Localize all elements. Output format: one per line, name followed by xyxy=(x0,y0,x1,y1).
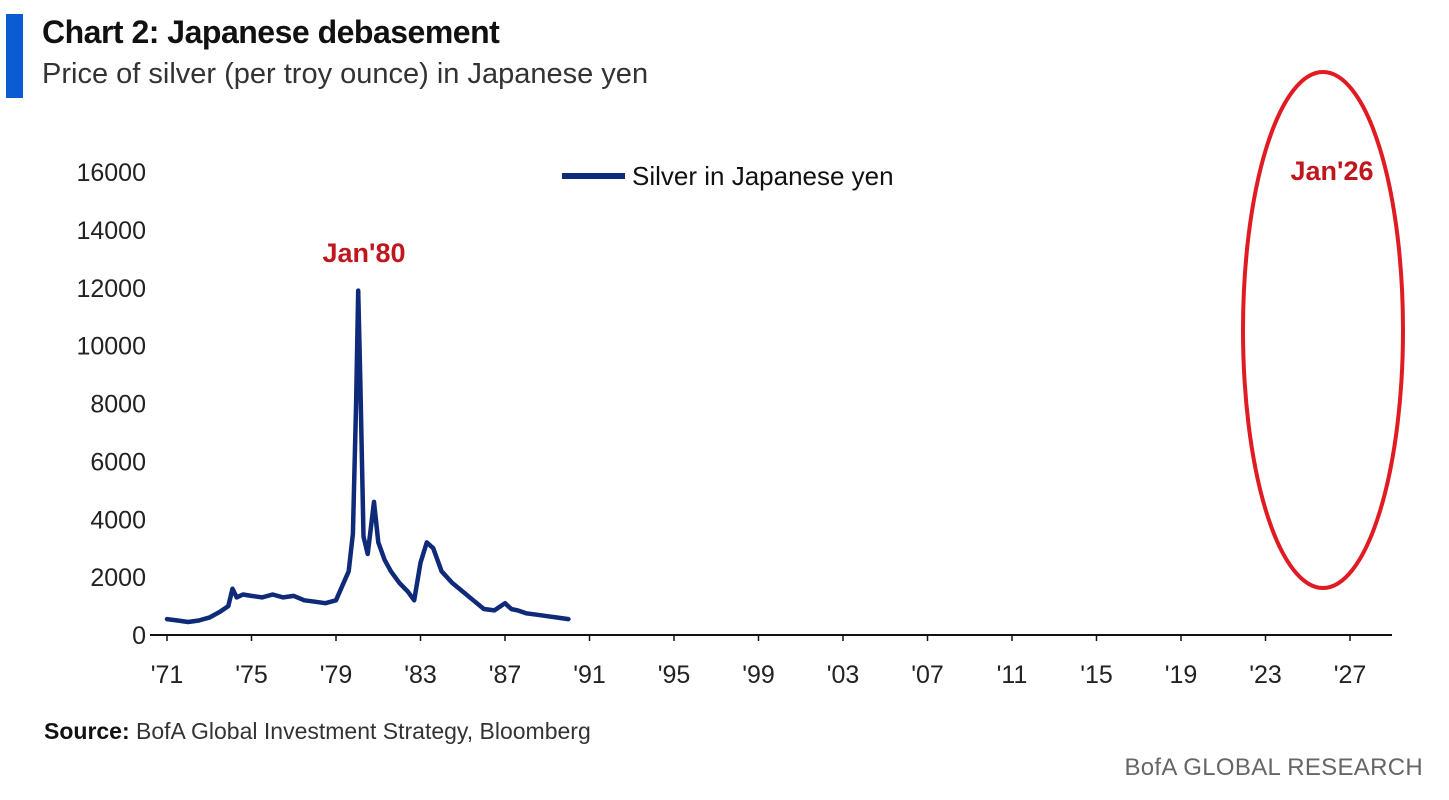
x-tick-label: '11 xyxy=(997,661,1028,689)
y-tick-label: 10000 xyxy=(76,333,146,361)
x-tick-label: '87 xyxy=(489,661,522,689)
x-tick-label: '79 xyxy=(320,661,353,689)
chart-title: Chart 2: Japanese debasement xyxy=(42,14,500,50)
x-tick-label: '15 xyxy=(1080,661,1113,689)
y-axis: 0 2000 4000 6000 8000 10000 12000 14000 16000 xyxy=(76,159,146,650)
x-tick-label: '83 xyxy=(404,661,437,689)
accent-bar xyxy=(6,14,23,98)
y-tick-label: 8000 xyxy=(90,391,146,419)
annotations: Jan'80 Jan'26 xyxy=(323,70,1405,590)
y-tick-label: 14000 xyxy=(76,217,146,245)
annotation-label: Jan'26 xyxy=(1291,156,1374,186)
source-note: Source: BofA Global Investment Strategy,… xyxy=(44,718,591,745)
y-tick-label: 0 xyxy=(132,622,146,650)
series-line xyxy=(164,288,571,625)
x-tick-label: '91 xyxy=(573,661,606,689)
legend: Silver in Japanese yen xyxy=(562,161,894,191)
legend-label: Silver in Japanese yen xyxy=(632,161,894,191)
x-tick-label: '27 xyxy=(1334,661,1367,689)
x-tick-label: '23 xyxy=(1249,661,1282,689)
x-axis: '71 '75 '79 '83 '87 '91 '95 '99 '03 '07 '11 '15 '19 '… xyxy=(150,634,1392,689)
x-tick-label: '99 xyxy=(742,661,775,689)
x-tick-label: '95 xyxy=(658,661,691,689)
chart-subtitle: Price of silver (per troy ounce) in Japa… xyxy=(42,58,649,90)
brand-label: BofA GLOBAL RESEARCH xyxy=(1124,754,1423,781)
x-tick-label: '71 xyxy=(151,661,184,689)
source-label: Source: xyxy=(44,718,130,744)
x-tick-label: '03 xyxy=(827,661,860,689)
y-tick-label: 16000 xyxy=(76,159,146,187)
y-tick-label: 12000 xyxy=(76,275,146,303)
x-tick-label: '75 xyxy=(235,661,268,689)
y-tick-label: 4000 xyxy=(90,506,146,534)
y-tick-label: 6000 xyxy=(90,448,146,476)
highlight-ellipse xyxy=(1241,70,1405,590)
annotation-label: Jan'80 xyxy=(323,238,406,268)
x-tick-label: '07 xyxy=(911,661,944,689)
series-layer xyxy=(164,288,571,625)
x-tick-label: '19 xyxy=(1165,661,1198,689)
y-tick-label: 2000 xyxy=(90,564,146,592)
source-text: BofA Global Investment Strategy, Bloombe… xyxy=(136,718,591,744)
